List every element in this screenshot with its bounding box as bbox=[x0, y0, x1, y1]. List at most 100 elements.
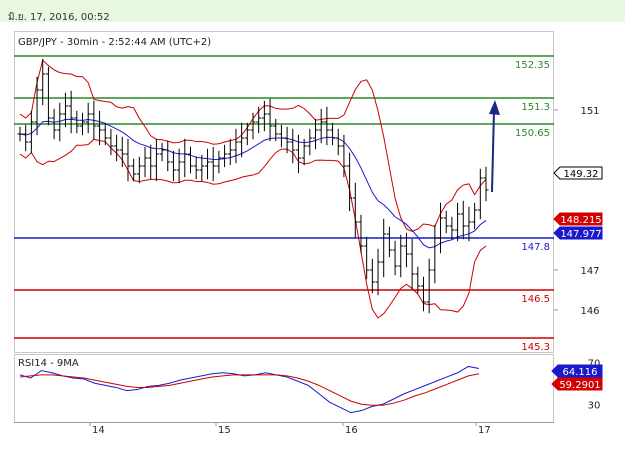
price-badge-box bbox=[551, 364, 603, 378]
price-bar bbox=[472, 202, 478, 230]
price-bar bbox=[102, 122, 108, 146]
price-badge-box bbox=[553, 226, 603, 240]
price-bar bbox=[284, 126, 290, 154]
price-badge-label: 148.215 bbox=[560, 215, 601, 226]
price-bar bbox=[136, 156, 142, 184]
price-bar bbox=[324, 106, 330, 146]
price-bar bbox=[216, 150, 222, 174]
price-badge: 148.215 bbox=[553, 212, 603, 226]
price-bar bbox=[91, 100, 97, 140]
price-bar bbox=[483, 166, 489, 202]
price-bar bbox=[233, 128, 239, 164]
price-bar bbox=[352, 182, 358, 238]
y-tick-label: 151 bbox=[580, 106, 599, 117]
price-bar bbox=[170, 150, 176, 182]
price-bar bbox=[477, 168, 483, 220]
price-bar bbox=[347, 152, 353, 212]
rsi-tick-label: 30 bbox=[588, 400, 601, 411]
price-bar bbox=[199, 154, 205, 182]
price-badge: 64.116 bbox=[551, 364, 603, 378]
rsi-layer bbox=[19, 365, 480, 414]
price-bar bbox=[449, 216, 455, 240]
price-bar bbox=[193, 156, 199, 180]
price-bar bbox=[68, 90, 74, 134]
x-tick-label: 14 bbox=[92, 425, 105, 436]
price-bar bbox=[57, 102, 63, 142]
price-bar bbox=[187, 146, 193, 174]
price-bar bbox=[153, 138, 159, 182]
price-bar bbox=[239, 122, 245, 158]
price-bar bbox=[307, 128, 313, 156]
price-badge: 149.32 bbox=[553, 166, 603, 180]
price-bar bbox=[34, 76, 40, 136]
price-badge-label: 147.977 bbox=[560, 229, 601, 240]
price-bar bbox=[432, 224, 438, 284]
price-bar bbox=[227, 138, 233, 166]
price-bar bbox=[460, 200, 466, 240]
price-bar bbox=[256, 106, 262, 134]
axes-layer: 151 147 146 70 30 14 15 16 17 bbox=[89, 106, 601, 436]
price-bar bbox=[375, 248, 381, 296]
price-bar bbox=[74, 110, 80, 134]
level-label: 150.65 bbox=[515, 128, 550, 139]
rsi-tick-label: 70 bbox=[588, 358, 601, 369]
price-bar bbox=[28, 110, 34, 154]
y-tick-label: 147 bbox=[580, 266, 599, 277]
projection-arrow-shaft bbox=[491, 109, 495, 193]
price-bar bbox=[403, 232, 409, 268]
price-badge-box bbox=[553, 166, 603, 180]
price-bar bbox=[159, 142, 165, 162]
rsi-line bbox=[19, 365, 480, 414]
price-bar bbox=[250, 112, 256, 140]
price-bar bbox=[182, 138, 188, 178]
price-bar bbox=[330, 122, 336, 146]
price-bar bbox=[131, 158, 137, 182]
y-tick-label: 146 bbox=[580, 306, 599, 317]
moving-average-line bbox=[19, 118, 487, 249]
price-badge-label: 149.32 bbox=[564, 169, 599, 180]
price-bar bbox=[358, 214, 364, 254]
projection-arrow-head bbox=[489, 100, 500, 115]
x-tick-label: 15 bbox=[218, 425, 231, 436]
rsi-title: RSI14 - 9MA bbox=[18, 358, 79, 369]
level-label: 146.5 bbox=[521, 294, 550, 305]
price-bar bbox=[40, 58, 46, 106]
level-label: 147.8 bbox=[521, 242, 550, 253]
price-bar bbox=[273, 118, 279, 142]
price-bar bbox=[176, 148, 182, 184]
level-label: 151.3 bbox=[521, 102, 550, 113]
price-bar bbox=[369, 258, 375, 294]
price-badge: 147.977 bbox=[553, 226, 603, 240]
candles-layer bbox=[17, 58, 500, 314]
price-bar bbox=[455, 202, 461, 242]
price-bar bbox=[125, 138, 131, 182]
price-bar bbox=[97, 110, 103, 146]
price-bar bbox=[261, 100, 267, 132]
timestamp: มิ.ย. 17, 2016, 00:52 bbox=[8, 12, 110, 23]
price-bar bbox=[335, 128, 341, 156]
x-tick-label: 16 bbox=[345, 425, 358, 436]
price-bar bbox=[114, 134, 120, 162]
price-bar bbox=[17, 126, 23, 142]
price-badge-box bbox=[551, 377, 603, 391]
price-bar bbox=[142, 146, 148, 178]
price-bar bbox=[45, 66, 51, 126]
badges-layer: 149.32 148.215 147.977 64.116 59.2901 bbox=[551, 166, 603, 391]
header-bar: มิ.ย. 17, 2016, 00:52 bbox=[0, 0, 625, 23]
price-bar bbox=[420, 276, 426, 312]
levels-layer: 152.35 151.3 150.65 147.8 146.5 145.3 bbox=[14, 55, 554, 353]
chart-title: GBP/JPY - 30min - 2:52:44 AM (UTC+2) bbox=[18, 37, 211, 48]
price-bar bbox=[313, 118, 319, 150]
price-bar bbox=[392, 240, 398, 276]
price-bar bbox=[398, 234, 404, 278]
price-bar bbox=[290, 128, 296, 164]
price-bar bbox=[409, 238, 415, 290]
price-bar bbox=[23, 124, 29, 152]
price-bar bbox=[85, 102, 91, 134]
price-bar bbox=[318, 108, 324, 144]
x-tick-label: 17 bbox=[478, 425, 491, 436]
price-bar bbox=[386, 226, 392, 258]
price-badge-label: 64.116 bbox=[563, 367, 598, 378]
price-bar bbox=[381, 218, 387, 278]
